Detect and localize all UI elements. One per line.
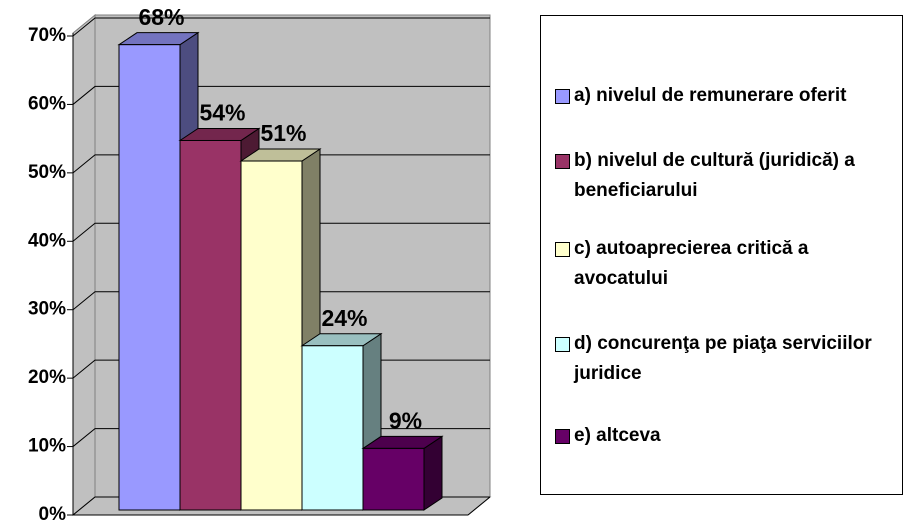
legend-label: b) nivelul de cultură (juridică) a benef… bbox=[574, 150, 855, 201]
bar-side bbox=[423, 435, 443, 511]
y-tick-label: 50% bbox=[28, 162, 66, 183]
data-label: 24% bbox=[321, 305, 367, 331]
bar-front bbox=[362, 447, 425, 511]
legend-entry: e) altceva bbox=[555, 421, 895, 451]
bar bbox=[239, 148, 322, 511]
data-label: 9% bbox=[389, 407, 422, 433]
side-wall bbox=[72, 13, 96, 517]
legend-swatch bbox=[555, 337, 570, 352]
bar-front bbox=[301, 345, 364, 511]
bar-front bbox=[118, 44, 181, 511]
grid-line bbox=[72, 17, 490, 37]
legend-swatch bbox=[555, 242, 570, 257]
legend-label: e) altceva bbox=[574, 425, 661, 446]
data-label: 68% bbox=[138, 4, 184, 30]
grid-line bbox=[72, 291, 490, 311]
y-tick-label: 40% bbox=[28, 230, 66, 251]
bar bbox=[300, 332, 383, 511]
legend-swatch bbox=[555, 154, 570, 169]
y-tick-label: 10% bbox=[28, 436, 66, 457]
y-tick-label: 70% bbox=[28, 25, 66, 46]
legend-entry: a) nivelul de remunerare oferit bbox=[555, 81, 895, 111]
legend-label: d) concurenţa pe piaţa serviciilor jurid… bbox=[574, 333, 872, 384]
bar bbox=[361, 435, 444, 511]
y-tick-label: 0% bbox=[39, 504, 67, 521]
data-label: 54% bbox=[199, 100, 245, 126]
y-tick-label: 30% bbox=[28, 299, 66, 320]
grid-line bbox=[72, 222, 490, 242]
legend-entry: b) nivelul de cultură (juridică) a benef… bbox=[555, 146, 895, 206]
legend-swatch bbox=[555, 89, 570, 104]
x-axis-end bbox=[467, 496, 491, 516]
legend: a) nivelul de remunerare oferit b) nivelu… bbox=[540, 15, 903, 495]
legend-label: a) nivelul de remunerare oferit bbox=[574, 85, 847, 106]
legend-entry: c) autoaprecierea critică a avocatului bbox=[555, 234, 895, 294]
y-tick-label: 60% bbox=[28, 93, 66, 114]
grid-line bbox=[72, 154, 490, 174]
legend-swatch bbox=[555, 429, 570, 444]
y-tick-label: 20% bbox=[28, 367, 66, 388]
bar-front bbox=[240, 160, 303, 511]
bar-front bbox=[179, 139, 242, 511]
legend-label: c) autoaprecierea critică a avocatului bbox=[574, 238, 809, 289]
grid-line bbox=[72, 85, 490, 105]
data-label: 51% bbox=[260, 120, 306, 146]
legend-entry: d) concurenţa pe piaţa serviciilor jurid… bbox=[555, 329, 895, 389]
